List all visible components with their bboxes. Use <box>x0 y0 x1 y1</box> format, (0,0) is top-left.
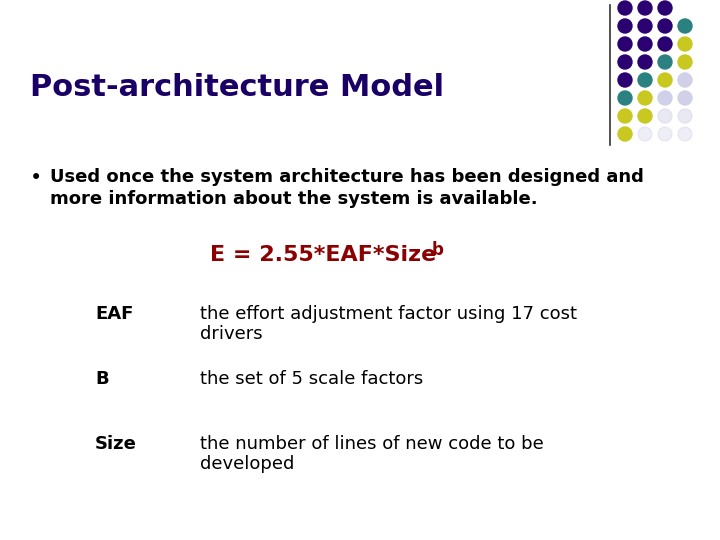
Circle shape <box>618 109 632 123</box>
Circle shape <box>618 91 632 105</box>
Circle shape <box>638 37 652 51</box>
Circle shape <box>638 91 652 105</box>
Circle shape <box>638 109 652 123</box>
Circle shape <box>658 19 672 33</box>
Circle shape <box>638 73 652 87</box>
Text: b: b <box>432 241 444 259</box>
Circle shape <box>618 19 632 33</box>
Circle shape <box>618 127 632 141</box>
Circle shape <box>658 91 672 105</box>
Circle shape <box>638 1 652 15</box>
Circle shape <box>638 127 652 141</box>
Circle shape <box>678 91 692 105</box>
Text: Used once the system architecture has been designed and: Used once the system architecture has be… <box>50 168 644 186</box>
Circle shape <box>658 1 672 15</box>
Circle shape <box>618 1 632 15</box>
Circle shape <box>658 37 672 51</box>
Text: Size: Size <box>95 435 137 453</box>
Text: the number of lines of new code to be: the number of lines of new code to be <box>200 435 544 453</box>
Text: E = 2.55*EAF*Size: E = 2.55*EAF*Size <box>210 245 436 265</box>
Circle shape <box>638 55 652 69</box>
Circle shape <box>618 73 632 87</box>
Circle shape <box>678 73 692 87</box>
Circle shape <box>658 127 672 141</box>
Text: B: B <box>95 370 109 388</box>
Circle shape <box>618 55 632 69</box>
Circle shape <box>678 109 692 123</box>
Text: the set of 5 scale factors: the set of 5 scale factors <box>200 370 423 388</box>
Text: more information about the system is available.: more information about the system is ava… <box>50 190 538 208</box>
Circle shape <box>618 37 632 51</box>
Text: the effort adjustment factor using 17 cost: the effort adjustment factor using 17 co… <box>200 305 577 323</box>
Circle shape <box>658 55 672 69</box>
Text: EAF: EAF <box>95 305 133 323</box>
Text: drivers: drivers <box>200 325 263 343</box>
Text: developed: developed <box>200 455 294 473</box>
Circle shape <box>678 55 692 69</box>
Circle shape <box>678 127 692 141</box>
Circle shape <box>678 37 692 51</box>
Circle shape <box>678 19 692 33</box>
Circle shape <box>658 73 672 87</box>
Text: Post-architecture Model: Post-architecture Model <box>30 73 444 103</box>
Circle shape <box>658 109 672 123</box>
Text: •: • <box>30 168 42 188</box>
Circle shape <box>638 19 652 33</box>
